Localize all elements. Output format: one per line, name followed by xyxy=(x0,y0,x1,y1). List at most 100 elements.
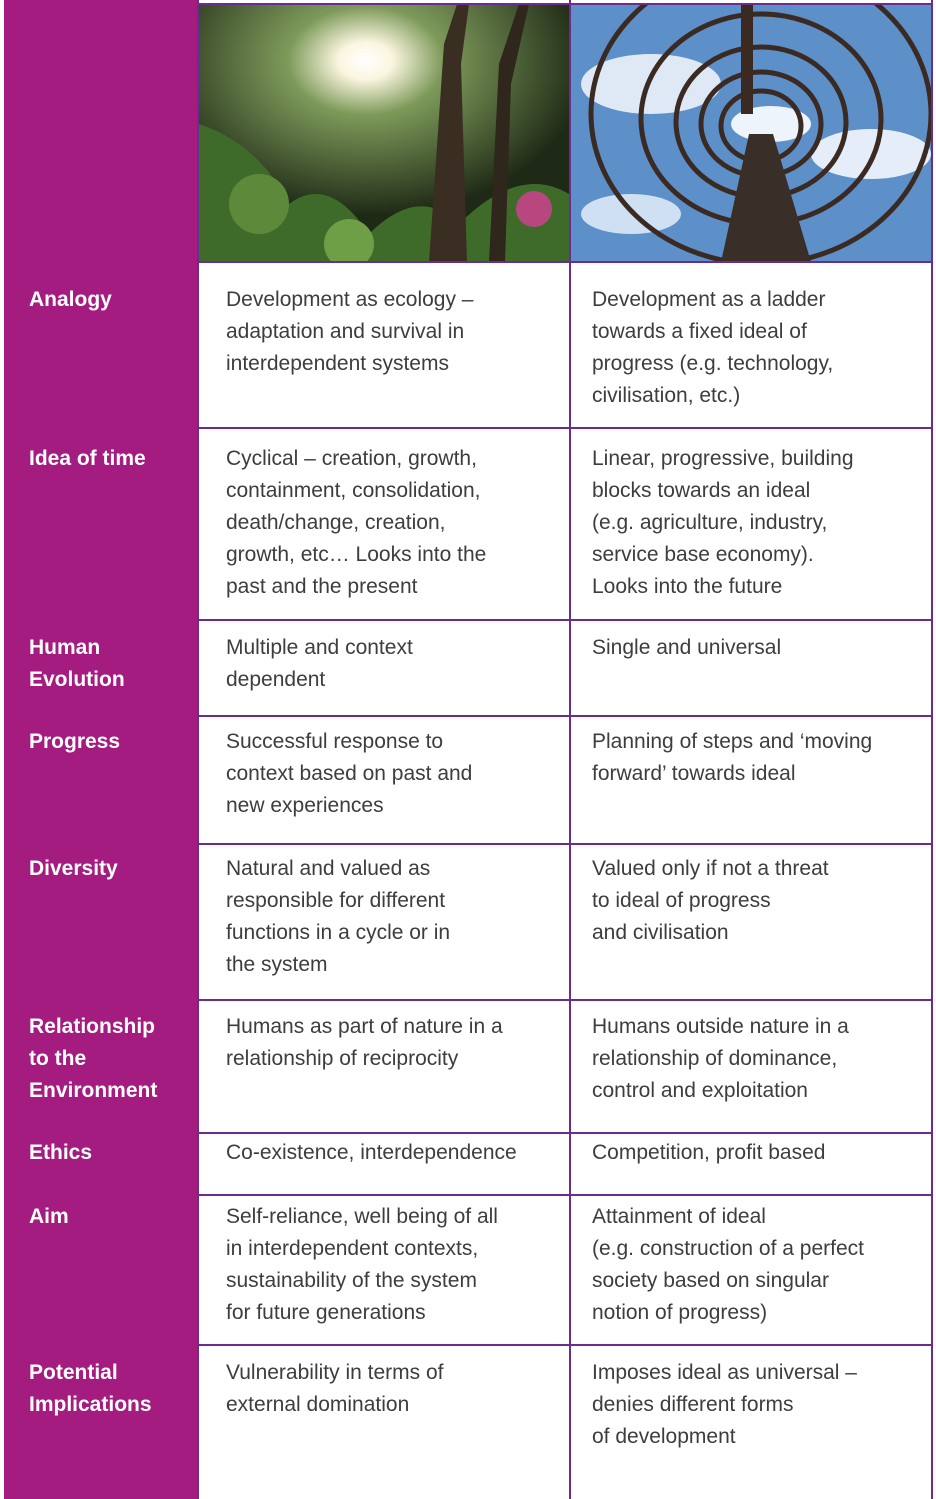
text-line: Linear, progressive, building xyxy=(592,447,854,470)
text-line: for future generations xyxy=(226,1301,426,1324)
column-border xyxy=(197,0,199,1499)
row-label: Potential Implications xyxy=(4,1345,198,1499)
table-cell: Attainment of ideal (e.g. construction of… xyxy=(571,1195,932,1345)
text-line: Environment xyxy=(29,1079,158,1102)
table-cell: Natural and valued as responsible for dif… xyxy=(199,844,569,1000)
row-label: Analogy xyxy=(4,262,198,428)
text-line: responsible for different xyxy=(226,889,446,912)
text-line: Self-reliance, well being of all xyxy=(226,1205,498,1228)
table-cell: Multiple and context dependent xyxy=(199,620,569,716)
row-border xyxy=(197,843,933,845)
row-border xyxy=(197,427,933,429)
text-line: (e.g. construction of a perfect xyxy=(592,1237,864,1260)
row-border xyxy=(197,1344,933,1346)
row-border xyxy=(197,3,933,5)
text-line: external domination xyxy=(226,1393,410,1416)
row-label: Human Evolution xyxy=(4,620,198,716)
row-label: Diversity xyxy=(4,844,198,1000)
text-line: Cyclical – creation, growth, xyxy=(226,447,477,470)
text-line: (e.g. agriculture, industry, xyxy=(592,511,828,534)
table-cell: Successful response to context based on p… xyxy=(199,716,569,844)
text-line: adaptation and survival in xyxy=(226,320,465,343)
row-border xyxy=(197,715,933,717)
table-cell: Single and universal xyxy=(571,620,932,716)
row-label: Idea of time xyxy=(4,428,198,620)
table-cell: Development as a ladder towards a fixed i… xyxy=(571,262,932,428)
text-line: dependent xyxy=(226,668,326,691)
row-border xyxy=(197,1194,933,1196)
text-line: Competition, profit based xyxy=(592,1141,826,1164)
text-line: past and the present xyxy=(226,575,418,598)
text-line: Multiple and context xyxy=(226,636,413,659)
text-line: in interdependent contexts, xyxy=(226,1237,479,1260)
table-cell: Competition, profit based xyxy=(571,1133,932,1195)
text-line: Progress xyxy=(29,730,121,753)
text-line: new experiences xyxy=(226,794,384,817)
column-border xyxy=(931,0,933,1499)
text-line: and civilisation xyxy=(592,921,729,944)
table-cell: Planning of steps and ‘moving forward’ to… xyxy=(571,716,932,844)
text-line: Development as a ladder xyxy=(592,288,826,311)
text-line: Implications xyxy=(29,1393,152,1416)
table-cell: Self-reliance, well being of all in inter… xyxy=(199,1195,569,1345)
text-line: to the xyxy=(29,1047,87,1070)
row-border xyxy=(197,261,933,263)
text-line: Natural and valued as xyxy=(226,857,431,880)
text-line: Single and universal xyxy=(592,636,782,659)
text-line: Human xyxy=(29,636,101,659)
forest-image xyxy=(199,4,569,262)
text-line: to ideal of progress xyxy=(592,889,771,912)
text-line: sustainability of the system xyxy=(226,1269,477,1292)
text-line: of development xyxy=(592,1425,736,1448)
table-cell: Valued only if not a threat to ideal of p… xyxy=(571,844,932,1000)
text-line: functions in a cycle or in xyxy=(226,921,451,944)
table-cell: Cyclical – creation, growth, containment,… xyxy=(199,428,569,620)
table-cell: Development as ecology – adaptation and s… xyxy=(199,262,569,428)
text-line: Humans as part of nature in a xyxy=(226,1015,503,1038)
text-line: Co-existence, interdependence xyxy=(226,1141,517,1164)
text-line: notion of progress) xyxy=(592,1301,768,1324)
text-line: towards a fixed ideal of xyxy=(592,320,807,343)
text-line: Development as ecology – xyxy=(226,288,474,311)
text-line: death/change, creation, xyxy=(226,511,446,534)
table-cell: Co-existence, interdependence xyxy=(199,1133,569,1195)
row-label: Ethics xyxy=(4,1133,198,1195)
text-line: context based on past and xyxy=(226,762,473,785)
row-border xyxy=(197,619,933,621)
text-line: Attainment of ideal xyxy=(592,1205,766,1228)
table-cell: Imposes ideal as universal – denies diffe… xyxy=(571,1345,932,1499)
text-line: progress (e.g. technology, xyxy=(592,352,834,375)
row-border xyxy=(197,999,933,1001)
row-label: Progress xyxy=(4,716,198,844)
text-line: Imposes ideal as universal – xyxy=(592,1361,857,1384)
text-line: growth, etc… Looks into the xyxy=(226,543,487,566)
text-line: Planning of steps and ‘moving xyxy=(592,730,873,753)
table-cell: Humans as part of nature in a relationshi… xyxy=(199,1000,569,1133)
text-line: society based on singular xyxy=(592,1269,829,1292)
row-label: Relationship to the Environment xyxy=(4,1000,198,1133)
text-line: blocks towards an ideal xyxy=(592,479,811,502)
row-label: Aim xyxy=(4,1195,198,1345)
table-cell: Vulnerability in terms of external domina… xyxy=(199,1345,569,1499)
text-line: relationship of reciprocity xyxy=(226,1047,459,1070)
text-line: Aim xyxy=(29,1205,69,1228)
table-cell: Humans outside nature in a relationship o… xyxy=(571,1000,932,1133)
text-line: Evolution xyxy=(29,668,125,691)
text-line: Vulnerability in terms of xyxy=(226,1361,444,1384)
text-line: Analogy xyxy=(29,288,112,311)
text-line: denies different forms xyxy=(592,1393,794,1416)
text-line: Potential xyxy=(29,1361,118,1384)
text-line: Successful response to xyxy=(226,730,444,753)
text-line: Diversity xyxy=(29,857,118,880)
text-line: Relationship xyxy=(29,1015,156,1038)
ladder-image xyxy=(571,4,932,262)
column-border xyxy=(569,0,571,1499)
text-line: Idea of time xyxy=(29,447,146,470)
text-line: civilisation, etc.) xyxy=(592,384,741,407)
text-line: relationship of dominance, xyxy=(592,1047,838,1070)
text-line: interdependent systems xyxy=(226,352,449,375)
text-line: the system xyxy=(226,953,328,976)
text-line: forward’ towards ideal xyxy=(592,762,796,785)
row-border xyxy=(197,1132,933,1134)
